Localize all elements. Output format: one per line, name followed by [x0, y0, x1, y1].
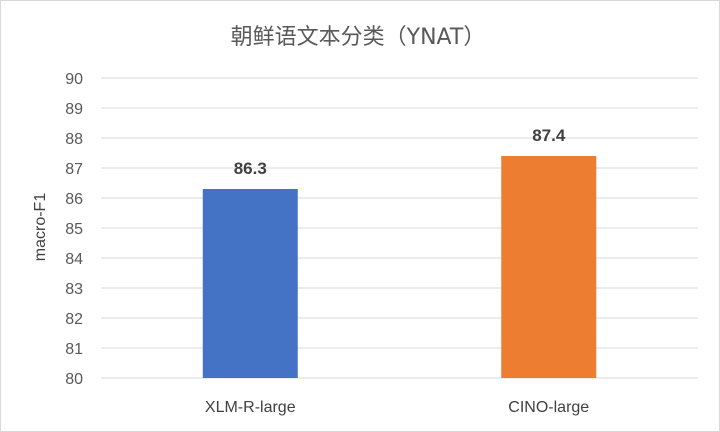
bar-cino-large — [501, 156, 597, 378]
y-tick-label: 87 — [65, 161, 83, 178]
y-tick-label: 83 — [65, 281, 83, 298]
y-axis-ticks: 80 81 82 83 84 85 86 87 88 89 90 — [65, 71, 83, 388]
y-tick-label: 90 — [65, 71, 83, 88]
data-labels: 86.3 87.4 — [234, 126, 566, 178]
y-tick-label: 85 — [65, 221, 83, 238]
y-tick-label: 81 — [65, 341, 83, 358]
data-label: 86.3 — [234, 159, 267, 178]
y-tick-label: 86 — [65, 191, 83, 208]
y-tick-label: 84 — [65, 251, 83, 268]
x-axis-ticks: XLM-R-large CINO-large — [205, 399, 589, 416]
gridlines — [101, 77, 698, 379]
chart-title: 朝鲜语文本分类（YNAT） — [231, 25, 486, 50]
x-tick-label: XLM-R-large — [205, 399, 296, 416]
y-tick-label: 89 — [65, 101, 83, 118]
data-label: 87.4 — [532, 126, 566, 145]
x-tick-label: CINO-large — [508, 399, 589, 416]
y-tick-label: 88 — [65, 131, 83, 148]
y-tick-label: 82 — [65, 311, 83, 328]
y-tick-label: 80 — [65, 371, 83, 388]
bar-xlm-r-large — [202, 189, 298, 378]
bars — [202, 156, 597, 378]
y-axis-label: macro-F1 — [32, 193, 49, 262]
